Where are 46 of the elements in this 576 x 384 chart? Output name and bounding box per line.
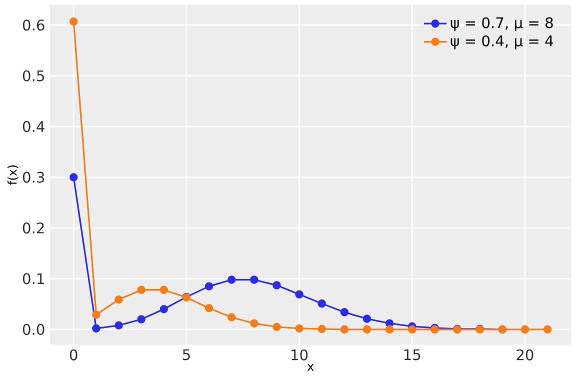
point: [204, 282, 214, 290]
y-tick-label: 0.0: [22, 324, 44, 335]
point: [362, 314, 372, 323]
point: [250, 276, 258, 284]
point: [137, 315, 146, 324]
y-tick-label: 0.5: [22, 70, 44, 82]
point: [362, 325, 372, 334]
point: [227, 313, 236, 322]
point: [204, 304, 214, 312]
x-tick-label: 20: [516, 349, 534, 360]
point: [318, 299, 326, 308]
point: [385, 325, 394, 334]
point: [543, 325, 552, 334]
point: [92, 324, 100, 333]
point: [69, 17, 78, 26]
x-tick-label: 0: [70, 349, 78, 360]
point: [340, 308, 349, 316]
point: [520, 325, 530, 334]
y-axis-title: f(x): [8, 165, 18, 185]
point: [272, 281, 281, 290]
point: [340, 325, 349, 334]
point: [114, 295, 123, 304]
point: [272, 322, 281, 332]
legend-label: ψ = 0.7, μ = 8: [450, 17, 553, 32]
x-axis-title: x: [307, 364, 314, 371]
point: [250, 319, 258, 328]
point: [295, 324, 304, 333]
point: [137, 286, 146, 294]
point: [69, 173, 78, 182]
y-tick-label: 0.1: [22, 273, 44, 284]
point: [160, 286, 168, 294]
y-tick-label: 0.3: [22, 172, 44, 183]
point: [227, 276, 236, 284]
y-tick-label: 0.4: [22, 121, 44, 132]
legend-label: ψ = 0.4, μ = 4: [450, 35, 554, 50]
y-tick-label: 0.2: [22, 222, 44, 234]
point: [408, 325, 416, 334]
x-tick-label: 10: [292, 349, 308, 360]
point: [160, 305, 168, 314]
point: [92, 310, 100, 319]
point: [114, 321, 123, 330]
point: [295, 290, 304, 299]
x-tick-label: 5: [182, 349, 190, 360]
y-tick-label: 0.6: [22, 20, 44, 31]
point: [318, 324, 326, 334]
x-tick-label: 15: [404, 349, 420, 360]
